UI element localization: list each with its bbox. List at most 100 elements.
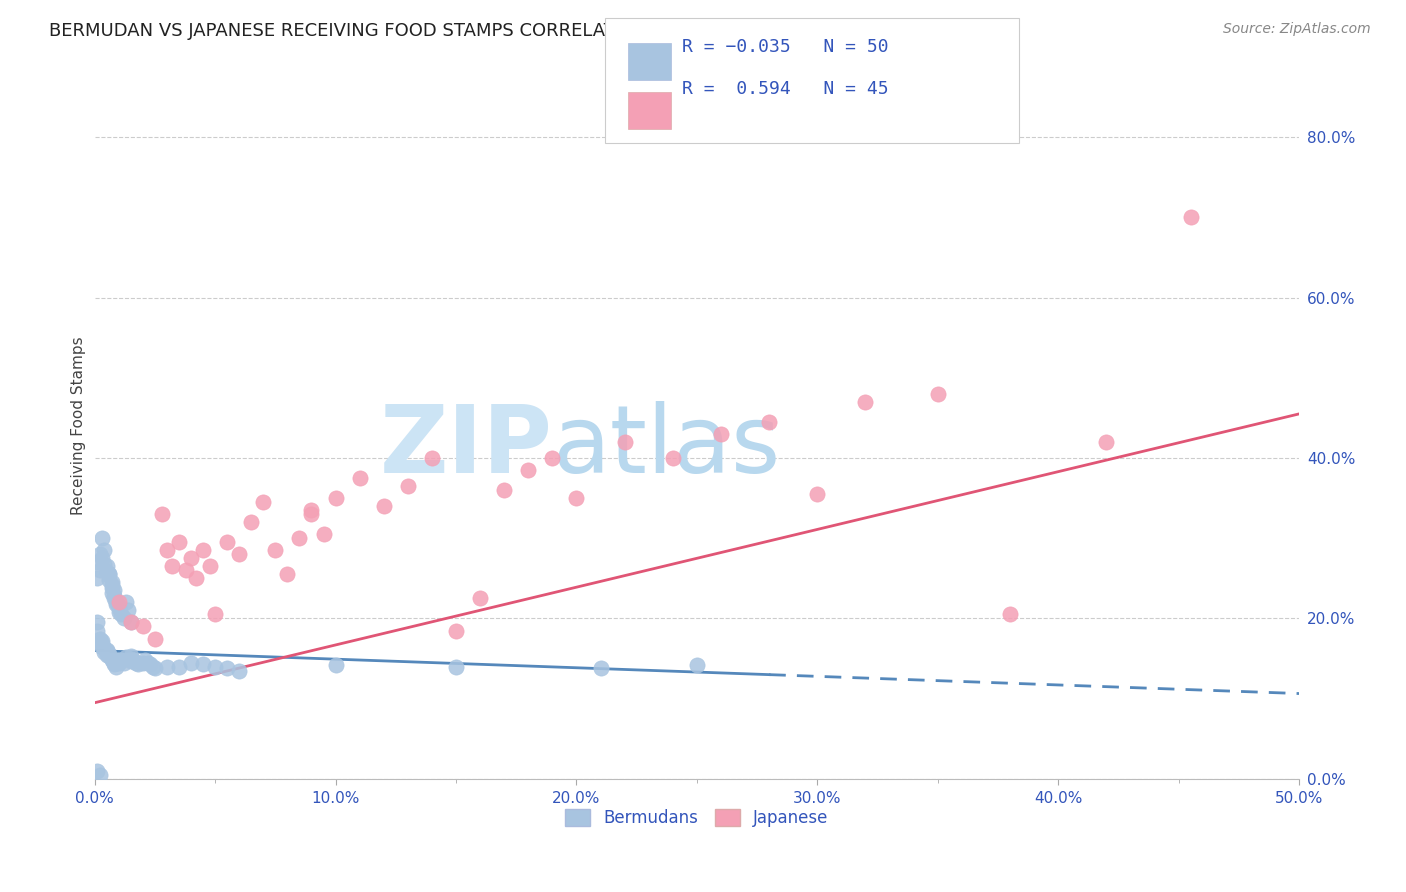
Point — [98, 647, 121, 661]
Text: atlas: atlas — [553, 401, 780, 493]
Point — [105, 595, 128, 609]
Point — [758, 415, 780, 429]
Point — [89, 635, 111, 649]
Point — [167, 659, 190, 673]
Point — [110, 607, 132, 622]
Point — [96, 559, 118, 574]
Point — [167, 535, 190, 549]
Point — [252, 495, 274, 509]
Point — [103, 656, 125, 670]
Point — [93, 543, 115, 558]
Point — [107, 599, 129, 614]
Point — [86, 624, 108, 638]
Point — [301, 507, 323, 521]
Point — [325, 658, 347, 673]
Text: ZIP: ZIP — [380, 401, 553, 493]
Point — [373, 499, 395, 513]
Point — [184, 571, 207, 585]
Point — [107, 595, 129, 609]
Point — [228, 547, 250, 561]
Point — [110, 653, 132, 667]
Point — [444, 624, 467, 638]
Point — [396, 479, 419, 493]
Point — [120, 654, 142, 668]
Point — [105, 656, 128, 670]
Point — [136, 656, 159, 670]
Point — [191, 543, 214, 558]
Point — [132, 619, 155, 633]
Point — [98, 567, 121, 582]
Point — [91, 634, 114, 648]
Point — [420, 450, 443, 465]
Point — [103, 657, 125, 672]
Point — [100, 578, 122, 592]
Point — [349, 471, 371, 485]
Point — [86, 571, 108, 585]
Point — [143, 632, 166, 646]
Point — [98, 567, 121, 582]
Point — [91, 640, 114, 654]
Y-axis label: Receiving Food Stamps: Receiving Food Stamps — [72, 336, 86, 516]
Point — [107, 605, 129, 619]
Point — [91, 531, 114, 545]
Point — [100, 653, 122, 667]
Point — [98, 573, 121, 587]
Legend: Bermudans, Japanese: Bermudans, Japanese — [558, 803, 835, 834]
Text: BERMUDAN VS JAPANESE RECEIVING FOOD STAMPS CORRELATION CHART: BERMUDAN VS JAPANESE RECEIVING FOOD STAM… — [49, 22, 714, 40]
Text: R = −0.035   N = 50: R = −0.035 N = 50 — [682, 38, 889, 56]
Point — [200, 559, 222, 574]
Point — [122, 653, 145, 667]
Point — [100, 581, 122, 595]
Point — [107, 653, 129, 667]
Point — [120, 615, 142, 630]
Point — [96, 643, 118, 657]
Point — [103, 583, 125, 598]
Point — [228, 664, 250, 678]
Point — [89, 632, 111, 646]
Point — [174, 563, 197, 577]
Point — [107, 656, 129, 670]
Point — [96, 565, 118, 579]
Point — [444, 659, 467, 673]
Point — [127, 657, 149, 672]
Point — [105, 597, 128, 611]
Point — [100, 651, 122, 665]
Point — [288, 531, 311, 545]
Point — [276, 567, 298, 582]
Point — [160, 559, 183, 574]
Point — [541, 450, 564, 465]
Point — [115, 650, 138, 665]
Point — [264, 543, 287, 558]
Point — [191, 657, 214, 672]
Point — [662, 450, 685, 465]
Point — [240, 515, 263, 529]
Point — [93, 645, 115, 659]
Point — [103, 591, 125, 606]
Point — [613, 435, 636, 450]
Point — [156, 659, 179, 673]
Point — [96, 648, 118, 662]
Point — [927, 387, 949, 401]
Point — [86, 555, 108, 569]
Point — [86, 615, 108, 630]
Point — [89, 768, 111, 782]
Point — [806, 487, 828, 501]
Point — [312, 527, 335, 541]
Point — [100, 586, 122, 600]
Point — [855, 395, 877, 409]
Point — [494, 483, 516, 497]
Point — [204, 607, 226, 622]
Point — [117, 603, 139, 617]
Point — [517, 463, 540, 477]
Text: Source: ZipAtlas.com: Source: ZipAtlas.com — [1223, 22, 1371, 37]
Point — [112, 611, 135, 625]
Point — [98, 649, 121, 664]
Point — [91, 551, 114, 566]
Point — [132, 656, 155, 670]
Point — [204, 659, 226, 673]
Point — [91, 637, 114, 651]
Point — [100, 575, 122, 590]
Point — [103, 589, 125, 603]
Point — [112, 656, 135, 670]
Point — [124, 656, 146, 670]
